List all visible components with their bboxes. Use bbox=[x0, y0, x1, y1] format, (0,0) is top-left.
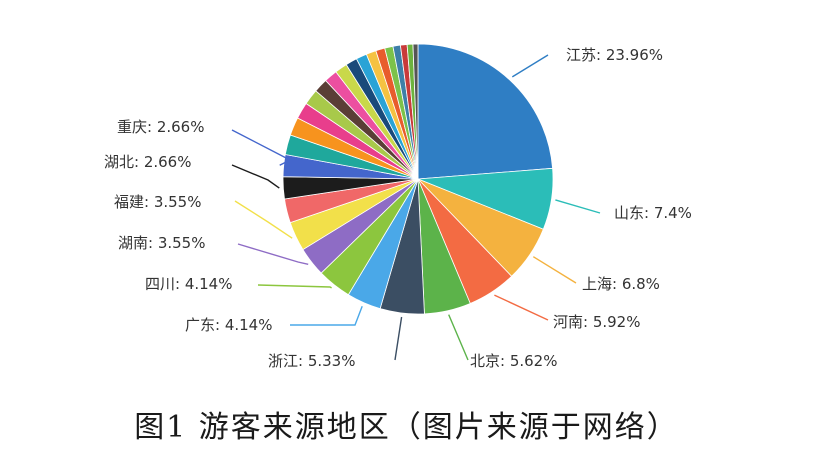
leader-line-江苏 bbox=[511, 54, 549, 78]
leader-line-四川 bbox=[257, 284, 332, 289]
leader-line-湖南 bbox=[237, 243, 309, 265]
slice-label-山东: 山东: 7.4% bbox=[614, 204, 692, 222]
slice-label-浙江: 浙江: 5.33% bbox=[268, 352, 355, 370]
leader-line-上海 bbox=[532, 256, 577, 284]
leader-line-山东 bbox=[555, 199, 601, 214]
pie-slice-28 bbox=[412, 43, 419, 180]
leader-line-湖北 bbox=[231, 164, 280, 189]
leader-line-河南 bbox=[494, 294, 549, 321]
slice-label-福建: 福建: 3.55% bbox=[114, 193, 201, 211]
slice-label-湖南: 湖南: 3.55% bbox=[118, 234, 205, 252]
leader-line-福建 bbox=[234, 200, 293, 239]
slice-label-北京: 北京: 5.62% bbox=[470, 352, 557, 370]
slice-labels: 江苏: 23.96% 山东: 7.4% 上海: 6.8% 河南: 5.92% 北京: 5… bbox=[104, 46, 692, 370]
pie-chart: 江苏: 23.96% 山东: 7.4% 上海: 6.8% 河南: 5.92% 北京: 5… bbox=[104, 43, 692, 370]
leader-line-广东 bbox=[290, 306, 363, 326]
slice-label-四川: 四川: 4.14% bbox=[145, 275, 232, 293]
slice-label-重庆: 重庆: 2.66% bbox=[117, 118, 204, 136]
slice-label-湖北: 湖北: 2.66% bbox=[104, 153, 191, 171]
leader-line-浙江 bbox=[394, 316, 403, 361]
leader-lines bbox=[231, 54, 601, 361]
slice-label-广东: 广东: 4.14% bbox=[185, 316, 272, 334]
pie-slice-江苏 bbox=[417, 43, 554, 180]
leader-line-重庆 bbox=[231, 129, 292, 166]
slice-label-河南: 河南: 5.92% bbox=[553, 313, 640, 331]
pie-slices bbox=[282, 43, 554, 315]
slice-label-江苏: 江苏: 23.96% bbox=[566, 46, 663, 64]
leader-line-北京 bbox=[448, 314, 469, 361]
slice-label-上海: 上海: 6.8% bbox=[582, 275, 660, 293]
figure-caption: 图1 游客来源地区（图片来源于网络） bbox=[134, 410, 679, 445]
